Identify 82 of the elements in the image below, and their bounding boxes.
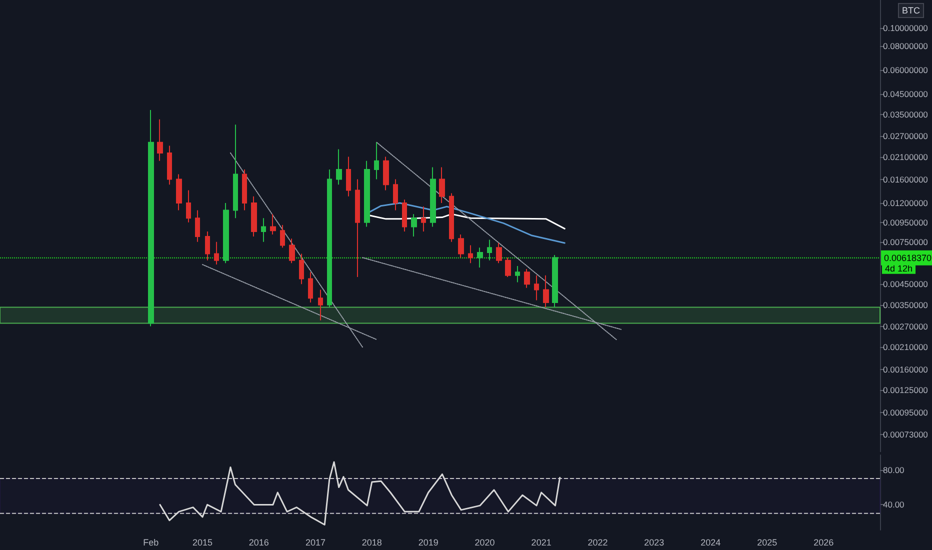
- y-tick-label: 0.00450000: [883, 279, 928, 290]
- candlestick: [280, 224, 285, 248]
- candlestick: [487, 239, 492, 261]
- x-tick-label: 2023: [644, 538, 664, 548]
- candlestick: [336, 148, 342, 186]
- x-tick-label: 2020: [474, 538, 495, 548]
- candlestick: [251, 196, 257, 238]
- y-tick-label: 80.00: [883, 464, 905, 475]
- y-tick-label: 0.00270000: [883, 321, 928, 332]
- candlestick: [148, 109, 154, 327]
- y-tick-label: 0.01200000: [883, 198, 928, 208]
- candlestick: [308, 272, 313, 304]
- candlestick: [458, 234, 464, 258]
- candlestick: [402, 199, 407, 232]
- x-tick-label: 2017: [305, 538, 326, 548]
- line-series: [159, 461, 561, 526]
- candlestick: [515, 266, 520, 283]
- x-tick-label: 2019: [418, 538, 438, 548]
- x-tick-label: 2026: [814, 538, 834, 548]
- candlestick: [421, 206, 426, 232]
- y-tick-label: 0.06000000: [883, 65, 928, 76]
- x-tick-label: 2016: [248, 538, 269, 548]
- candlestick: [346, 156, 351, 197]
- x-tick-label: 2025: [757, 538, 778, 548]
- y-tick-label: 0.00750000: [883, 236, 928, 247]
- candlestick: [214, 241, 219, 266]
- candlestick: [242, 169, 247, 211]
- x-tick-label: 2024: [700, 538, 721, 548]
- y-tick-label: 40.00: [883, 500, 905, 510]
- y-tick-label: 0.10000000: [883, 22, 928, 33]
- y-tick-label: 0.01600000: [883, 174, 928, 184]
- candlestick: [534, 274, 539, 301]
- candlestick: [552, 254, 558, 308]
- candlestick: [223, 202, 229, 264]
- y-tick-label: 0.08000000: [883, 41, 928, 52]
- y-tick-label: 0.02100000: [883, 152, 928, 162]
- y-tick-label: 0.00073000: [883, 429, 928, 440]
- candlestick: [524, 268, 530, 288]
- y-tick-label: 0.00950000: [883, 217, 928, 228]
- x-tick-label: 2018: [362, 538, 382, 548]
- candlestick: [318, 289, 323, 321]
- candlestick: [439, 166, 445, 204]
- x-tick-label: 2022: [588, 538, 608, 548]
- candlestick: [355, 178, 360, 278]
- candlestick: [468, 244, 473, 264]
- candlestick: [477, 247, 483, 268]
- candlestick: [411, 214, 417, 238]
- candlestick: [393, 178, 398, 211]
- y-tick-label: 0.00210000: [883, 342, 928, 352]
- y-tick-label: 0.00095000: [883, 408, 928, 418]
- candlestick: [270, 214, 276, 235]
- candlestick: [430, 166, 436, 228]
- candlestick: [167, 145, 172, 186]
- candlestick: [289, 238, 295, 264]
- text: 4d 12h: [885, 263, 913, 274]
- candlestick: [186, 190, 191, 223]
- candlestick: [364, 160, 370, 228]
- y-tick-label: 0.00350000: [883, 300, 928, 310]
- x-tick-label: Feb: [143, 538, 159, 548]
- candlestick: [543, 274, 549, 308]
- candlestick: [496, 242, 502, 264]
- candlestick: [261, 218, 266, 242]
- y-tick-label: 0.02700000: [883, 131, 928, 142]
- candlestick: [299, 253, 304, 285]
- y-tick-label: 0.00160000: [883, 364, 928, 375]
- candlestick: [327, 169, 332, 308]
- y-tick-label: 0.03500000: [883, 110, 928, 120]
- x-tick-label: 2015: [192, 538, 213, 548]
- candlestick: [195, 210, 200, 242]
- candlestick: [374, 142, 379, 180]
- text: BTC: [902, 6, 920, 16]
- candlestick: [505, 257, 511, 278]
- y-tick-label: 0.04500000: [883, 88, 928, 99]
- candlestick: [383, 156, 389, 191]
- candlestick: [176, 174, 182, 211]
- candlestick: [205, 231, 210, 261]
- y-tick-label: 0.00125000: [883, 384, 928, 395]
- x-tick-label: 2021: [531, 538, 552, 548]
- candlestick: [449, 192, 454, 242]
- candlestick: [157, 118, 163, 162]
- ref-line-label: 0.00618370: [884, 252, 932, 263]
- candlestick: [233, 124, 238, 219]
